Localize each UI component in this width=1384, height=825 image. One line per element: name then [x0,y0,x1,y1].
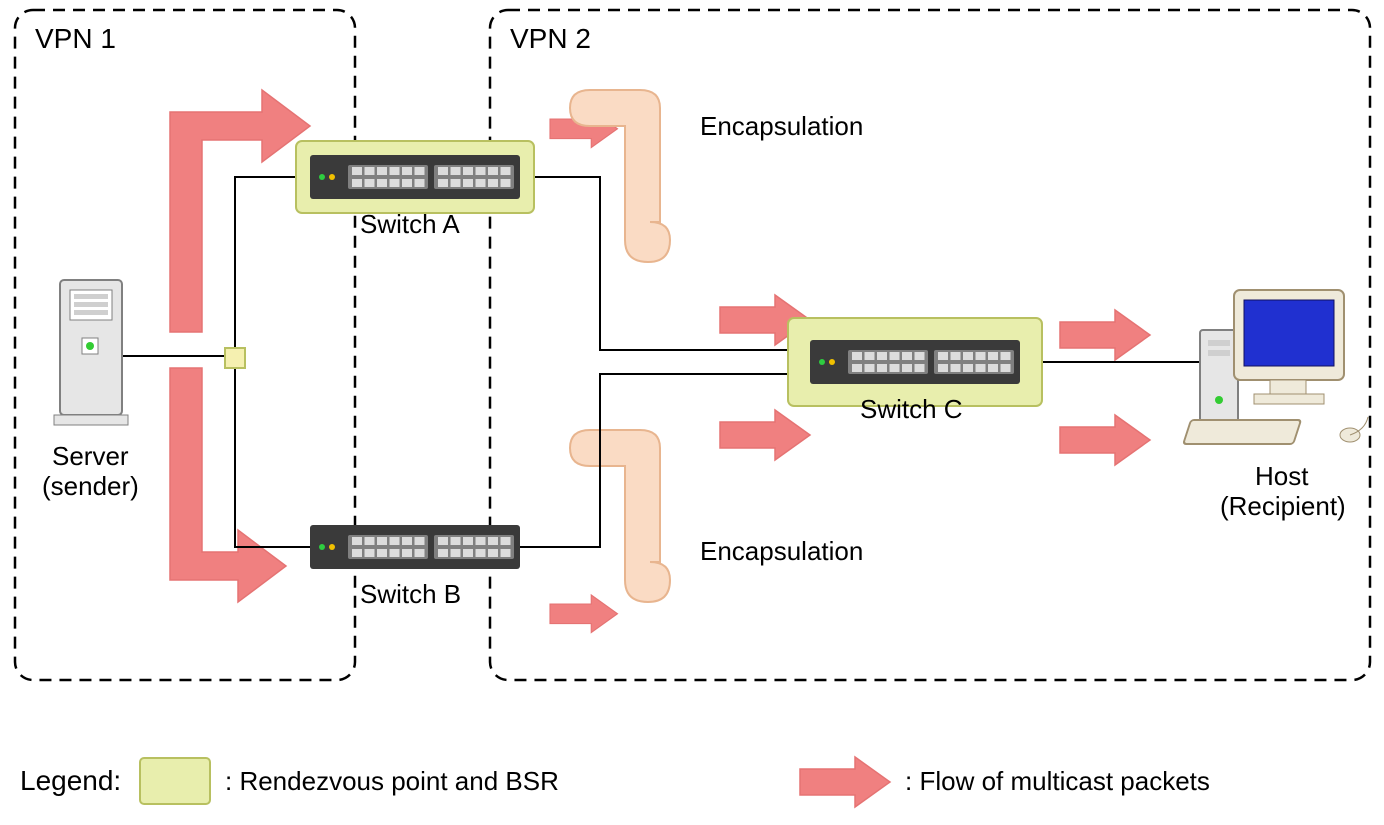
legend-prefix: Legend: [20,765,121,796]
switch-b-label: Switch B [360,579,461,609]
flow-to-host-bottom [1060,415,1150,465]
vpn2-label: VPN 2 [510,23,591,54]
switch-b: Switch B [310,525,520,609]
encapsulation-bottom [570,430,670,602]
junction-box [225,348,245,368]
legend-rp-text: : Rendezvous point and BSR [225,766,559,796]
diagram-canvas: VPN 1 VPN 2 Switch A Switch B Switch C Server… [0,0,1384,825]
host-label-2: (Recipient) [1220,491,1346,521]
server-label-1: Server [52,441,129,471]
flow-out-encap-bottom [720,410,810,460]
server-label-2: (sender) [42,471,139,501]
host-label-1: Host [1255,461,1309,491]
switch-c: Switch C [788,318,1042,424]
flow-to-host-top [1060,310,1150,360]
encap-label-bottom: Encapsulation [700,536,863,566]
switch-a-label: Switch A [360,209,460,239]
legend-rp-swatch [140,758,210,804]
legend-flow-text: : Flow of multicast packets [905,766,1210,796]
flow-split-arrow [170,90,310,602]
flow-into-encap-bottom [550,595,618,633]
link-B-C [520,374,810,547]
link-junction-switchB [235,364,310,547]
host-icon: Host(Recipient) [1183,290,1368,521]
vpn1-label: VPN 1 [35,23,116,54]
legend-flow-arrow [800,757,890,807]
switch-c-label: Switch C [860,394,963,424]
encap-label-top: Encapsulation [700,111,863,141]
server-icon: Server(sender) [42,280,139,501]
switch-a: Switch A [296,141,534,239]
